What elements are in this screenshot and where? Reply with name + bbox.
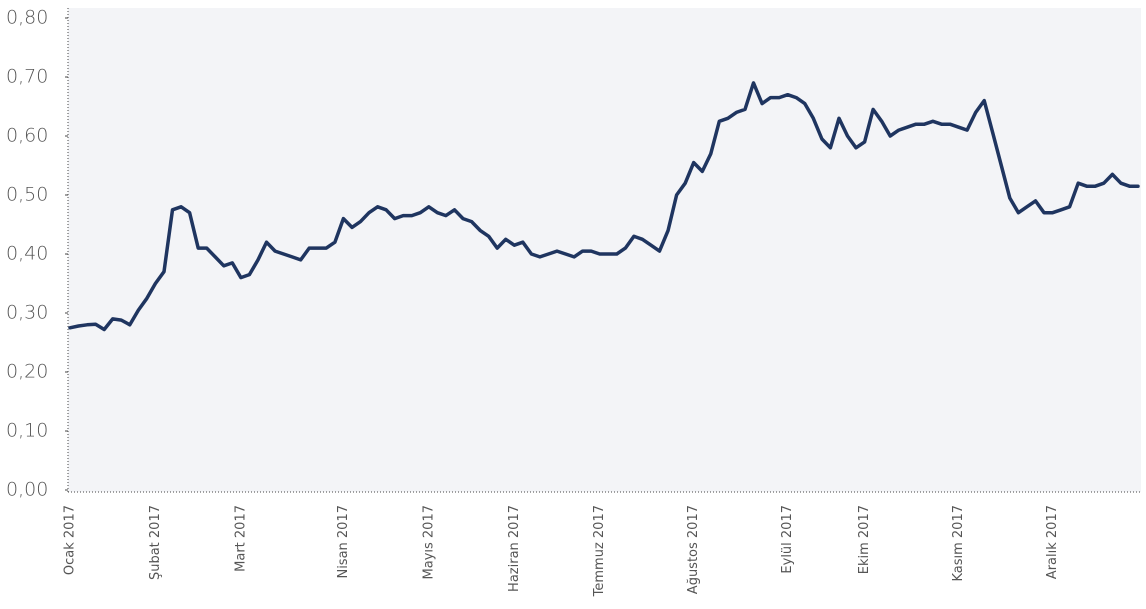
x-tick-label: Haziran 2017: [507, 505, 522, 592]
x-tick-label: Ocak 2017: [63, 505, 78, 575]
x-tick-label: Şubat 2017: [148, 505, 163, 580]
y-tick-label: 0,80: [6, 7, 48, 29]
y-tick-label: 0,10: [6, 420, 48, 442]
line: [68, 81, 1140, 332]
x-tick-label: Aralık 2017: [1045, 505, 1060, 579]
x-tick-label: Ekim 2017: [857, 505, 872, 574]
y-tick-label: 0,50: [6, 184, 48, 206]
y-tick-label: 0,20: [6, 361, 48, 383]
y-tick-label: 0,00: [6, 479, 48, 501]
x-tick-label: Ağustos 2017: [686, 505, 701, 594]
x-tick-label: Nisan 2017: [336, 505, 351, 579]
x-tick-label: Mayıs 2017: [421, 505, 436, 579]
y-tick-label: 0,70: [6, 66, 48, 88]
plot-area: [68, 8, 1141, 492]
y-tick-label: 0,40: [6, 243, 48, 265]
y-tick-label: 0,60: [6, 125, 48, 147]
x-tick-label: Kasım 2017: [951, 505, 966, 582]
x-tick-label: Mart 2017: [233, 505, 248, 572]
y-tick-label: 0,30: [6, 302, 48, 324]
x-tick-label: Eylül 2017: [780, 505, 795, 574]
x-tick-label: Temmuz 2017: [592, 505, 607, 597]
